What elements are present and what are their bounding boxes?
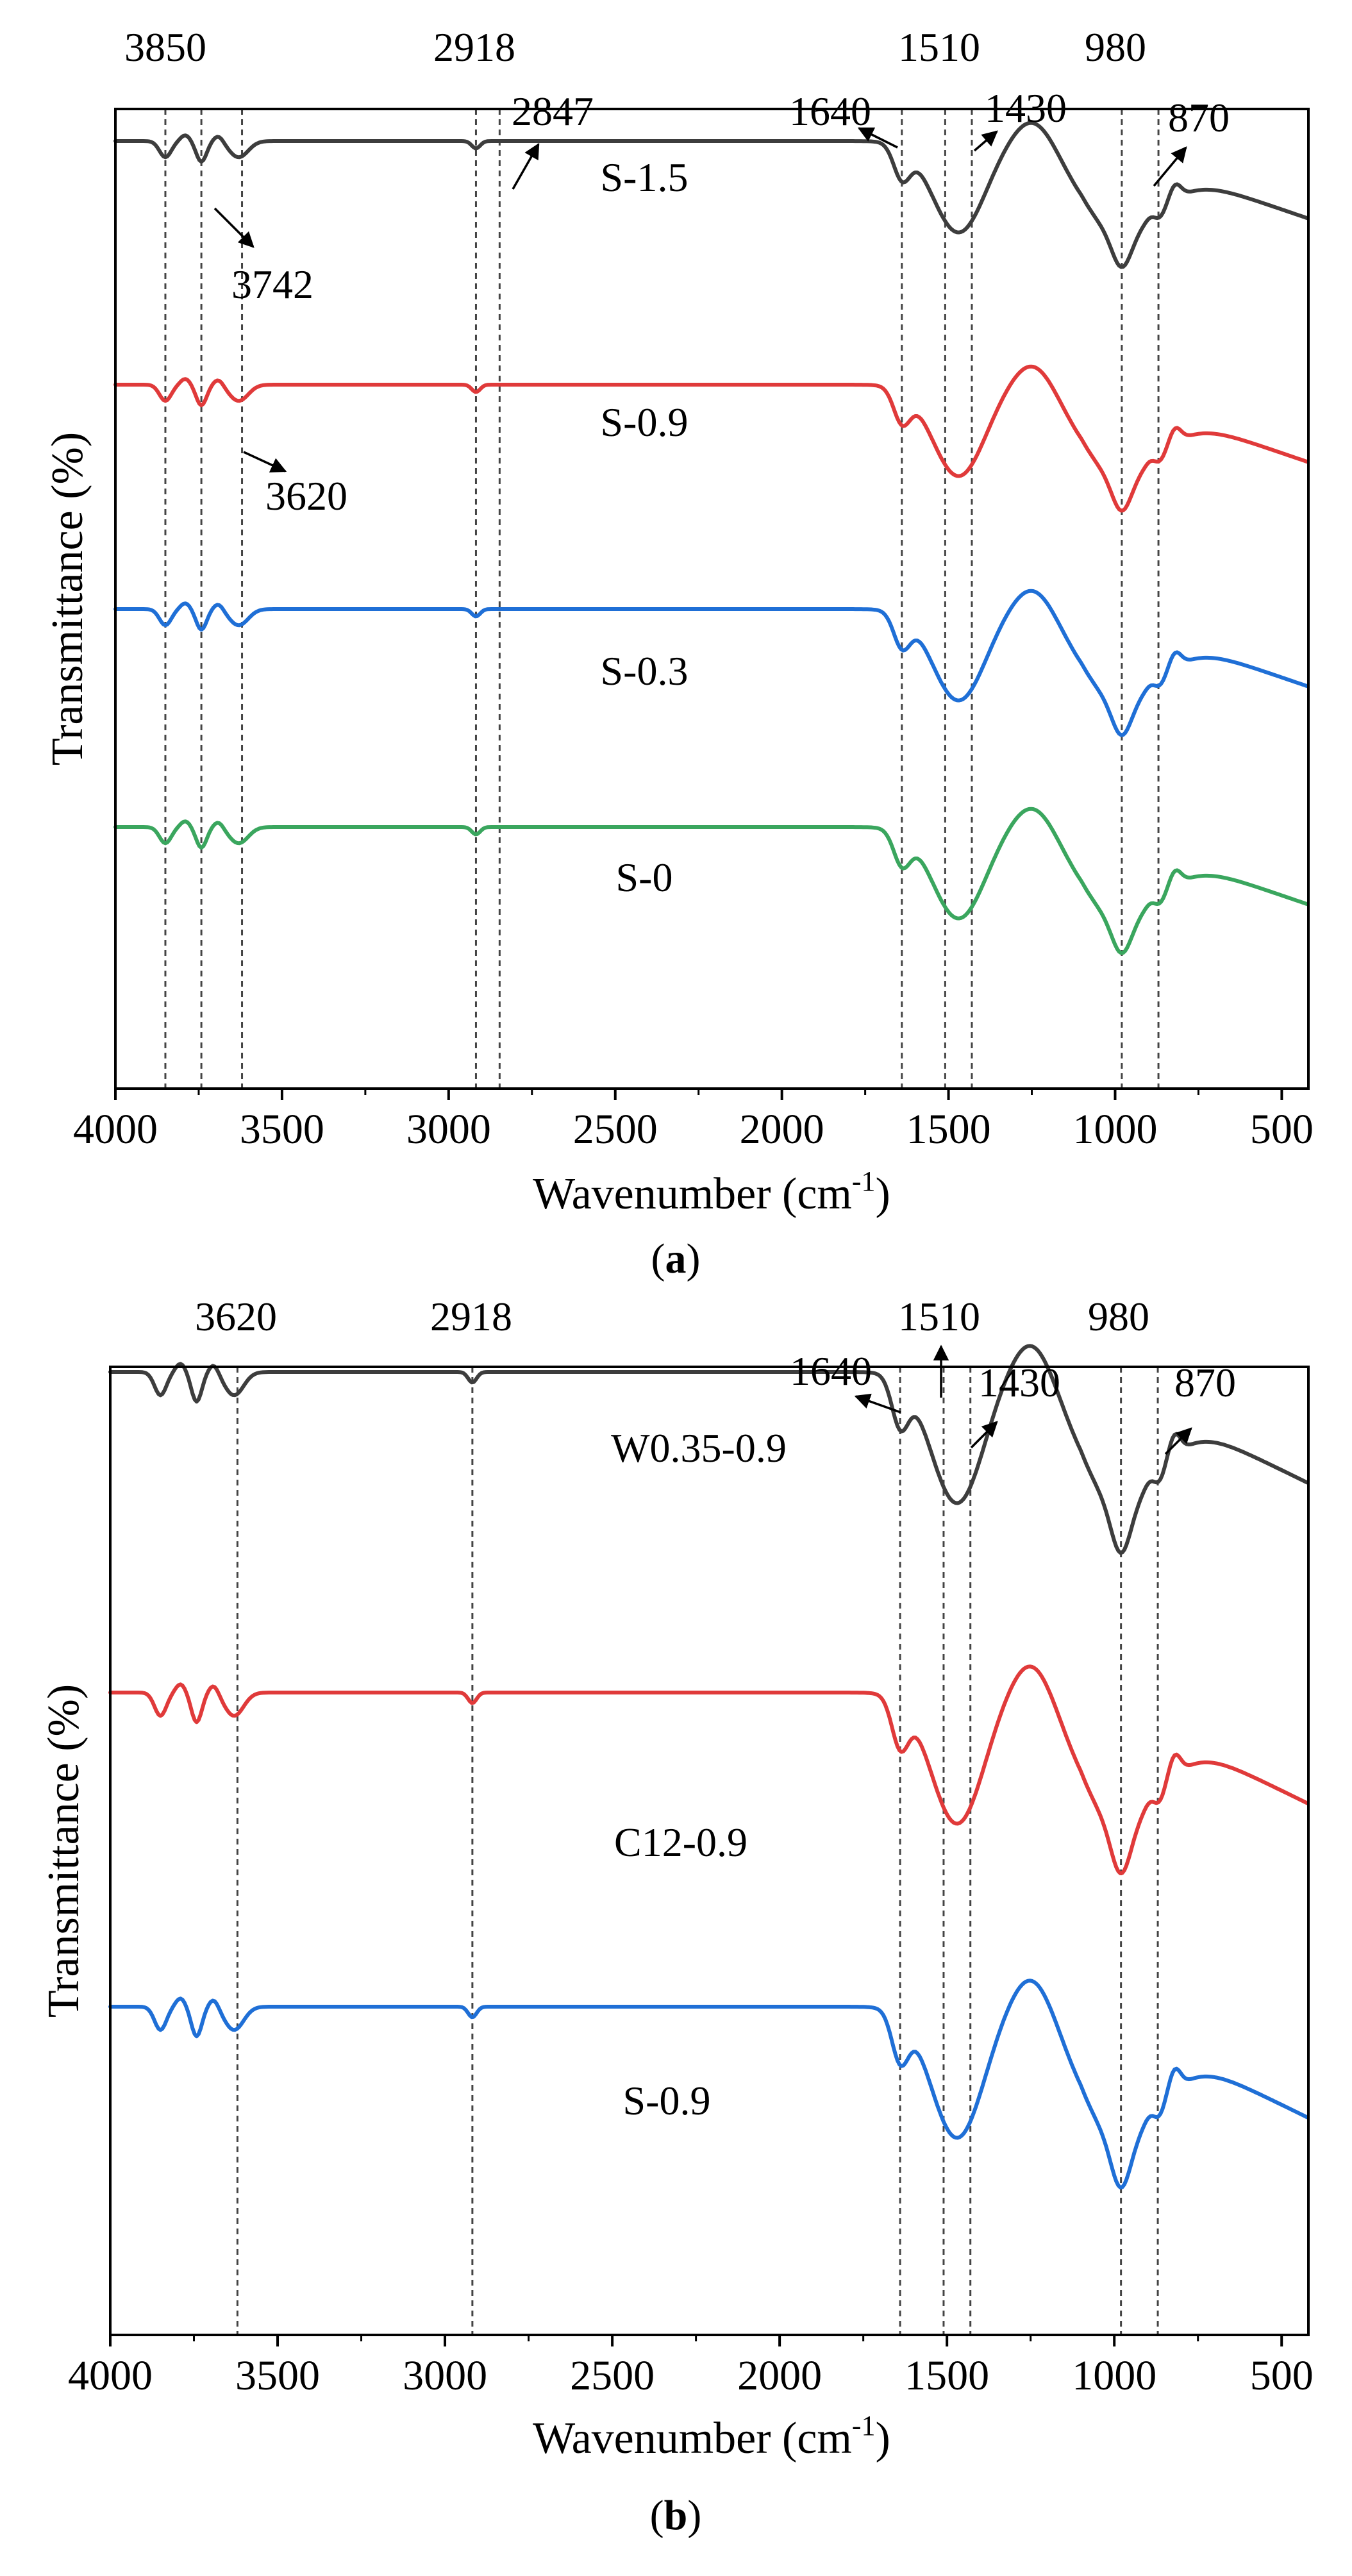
series-line-S-0	[113, 121, 1309, 269]
peak-label-1510-b: 1510	[898, 1294, 980, 1339]
series-label-s-1.5: S-1.5	[601, 155, 689, 200]
peak-label-1640: 1640	[789, 88, 871, 134]
peak-label-3742: 3742	[231, 262, 313, 307]
peak-label-2847: 2847	[512, 88, 594, 134]
x-tick-label-1500: 1500	[905, 2352, 989, 2399]
series-line-S-0.3	[113, 364, 1309, 513]
peak-label-1430-b: 1430	[978, 1360, 1060, 1405]
x-tick-label-1500: 1500	[906, 1106, 991, 1153]
panel-a-y-axis-title: Transmittance (%)	[43, 432, 92, 765]
arrow-870-b	[1164, 1427, 1192, 1455]
panel-a-label-open: (	[651, 1235, 665, 1282]
panel-a-label-close: )	[687, 1235, 701, 1282]
panel-a-frame	[114, 108, 1310, 1090]
arrow-1640	[857, 127, 898, 149]
peak-label-870: 870	[1168, 95, 1230, 140]
panel-b-y-axis-title: Transmittance (%)	[39, 1684, 88, 2018]
x-tick-label-500: 500	[1250, 1106, 1314, 1153]
panel-b-x-title-close: )	[876, 2414, 890, 2463]
peak-label-1510: 1510	[898, 24, 980, 70]
peak-label-980-b: 980	[1088, 1294, 1149, 1339]
panel-a-x-title-close: )	[876, 1169, 890, 1219]
x-tick-label-3000: 3000	[406, 1106, 491, 1153]
peak-label-3620-b: 3620	[195, 1294, 277, 1339]
peak-label-2918-b: 2918	[430, 1294, 512, 1339]
arrow-1430	[973, 130, 998, 152]
panel-b-label-close: )	[687, 2492, 701, 2539]
series-line-W0.35-0.9	[108, 1978, 1309, 2189]
panel-b-x-axis-title: Wavenumber (cm-1)	[533, 2410, 890, 2463]
x-tick-label-3500: 3500	[240, 1106, 324, 1153]
series-line-S-1.5	[113, 807, 1309, 955]
series-line-S-0.9	[113, 589, 1309, 737]
panel-b-x-title-sup: -1	[852, 2410, 876, 2441]
peak-label-3850: 3850	[124, 24, 206, 70]
series-line-C12-0.9	[108, 1664, 1309, 1875]
series-label-w0.35-0.9: W0.35-0.9	[611, 1425, 787, 1471]
peak-label-980: 980	[1085, 24, 1146, 70]
peak-label-1640-b: 1640	[790, 1348, 872, 1394]
x-tick-label-500: 500	[1250, 2352, 1314, 2399]
x-tick-label-1000: 1000	[1072, 2352, 1156, 2399]
peak-label-2918: 2918	[433, 24, 515, 70]
arrow-3620	[243, 451, 287, 473]
x-tick-label-4000: 4000	[73, 1106, 158, 1153]
x-tick-label-2500: 2500	[573, 1106, 658, 1153]
panel-b-frame	[109, 1366, 1310, 2336]
series-line-S-0.9	[108, 1344, 1309, 1555]
series-label-s-0.3: S-0.3	[601, 648, 689, 694]
panel-b-label-letter: b	[664, 2492, 688, 2539]
panel-a-x-title-sup: -1	[852, 1166, 876, 1197]
panel-b-label-open: (	[650, 2492, 664, 2539]
x-tick-label-3500: 3500	[235, 2352, 320, 2399]
x-tick-label-4000: 4000	[68, 2352, 153, 2399]
series-label-c12-0.9: C12-0.9	[614, 1819, 747, 1865]
panel-a: 4000 3500 3000 2500 2000 1500 1000 500 3850 291…	[43, 24, 1314, 1282]
x-tick-label-3000: 3000	[403, 2352, 487, 2399]
x-tick-label-2000: 2000	[740, 1106, 824, 1153]
series-label-s-0.9-b: S-0.9	[623, 2078, 711, 2123]
x-tick-label-2500: 2500	[570, 2352, 655, 2399]
x-tick-label-1000: 1000	[1072, 1106, 1157, 1153]
x-tick-label-2000: 2000	[737, 2352, 822, 2399]
peak-label-1430: 1430	[985, 85, 1067, 131]
series-label-s-0.9: S-0.9	[601, 399, 689, 445]
peak-label-870-b: 870	[1174, 1360, 1236, 1405]
peak-label-3620: 3620	[265, 473, 347, 519]
arrow-870	[1153, 146, 1187, 187]
panel-a-label-letter: a	[665, 1235, 687, 1282]
panel-b: 4000 3500 3000 2500 2000 1500 1000 500 3620 291…	[39, 1294, 1314, 2539]
panel-a-x-title-main: Wavenumber (cm	[533, 1169, 852, 1219]
panel-a-label: (a)	[651, 1235, 701, 1282]
panel-a-x-axis-title: Wavenumber (cm-1)	[533, 1166, 890, 1219]
arrow-3742	[213, 207, 255, 248]
arrow-1430-b	[970, 1421, 998, 1449]
series-label-s-0: S-0	[616, 855, 673, 900]
panel-b-label: (b)	[650, 2492, 702, 2539]
arrow-2847	[512, 142, 540, 190]
arrow-1640-b	[854, 1393, 901, 1414]
panel-b-x-title-main: Wavenumber (cm	[533, 2414, 852, 2463]
